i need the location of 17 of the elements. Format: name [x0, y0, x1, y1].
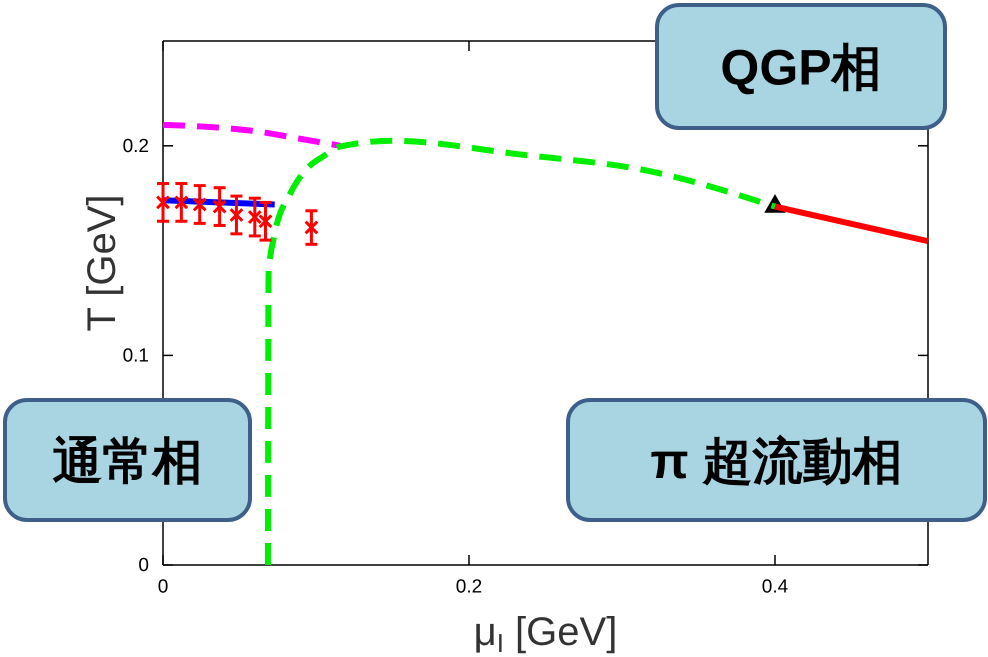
- y-tick-label: 0.1: [122, 345, 149, 366]
- point: [174, 195, 189, 210]
- point: [304, 220, 319, 235]
- point: [192, 197, 208, 212]
- annotation: QGP相: [720, 40, 882, 96]
- point: [229, 208, 244, 222]
- x-tick-label: 0.4: [762, 576, 789, 598]
- x-axis-title: μ$_{I}$ [GeV]: [474, 610, 618, 657]
- y-tick-label: 0.2: [122, 136, 149, 157]
- y-tick-label: 0: [138, 555, 149, 576]
- point: [156, 195, 170, 210]
- y-axis-title: T [GeV]: [80, 194, 124, 332]
- point: [212, 199, 227, 214]
- x-tick-label: 0.2: [456, 576, 482, 598]
- annotation: π 超流動相: [650, 433, 903, 489]
- annotation: 通常相: [52, 433, 202, 489]
- x-tick-label: 0: [158, 576, 168, 598]
